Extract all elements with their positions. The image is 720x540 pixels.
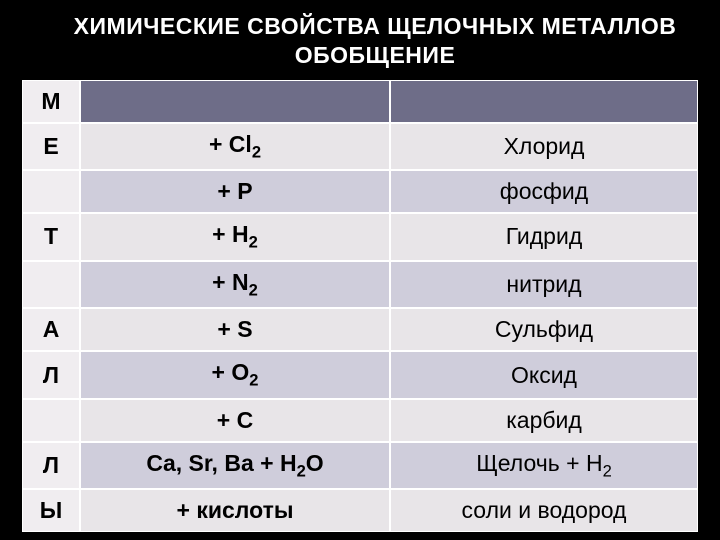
reagent-cell: + H2 [80, 213, 390, 261]
vertical-letter: М [22, 80, 80, 123]
reagent-cell: + C [80, 399, 390, 442]
vertical-letter: А [22, 308, 80, 351]
product-cell: Хлорид [390, 123, 698, 171]
chemistry-table: М Е + Cl2 Хлорид + P фосфид Т + H2 Гидри… [22, 80, 698, 533]
product-cell: фосфид [390, 170, 698, 213]
vertical-letter: Л [22, 351, 80, 399]
table-row: + N2 нитрид [22, 261, 698, 309]
vertical-letter-empty [22, 170, 80, 213]
vertical-letter-empty [22, 399, 80, 442]
title-line-2: ОБОБЩЕНИЕ [295, 42, 456, 68]
reagent-cell: + N2 [80, 261, 390, 309]
table-row: Ы + кислоты соли и водород [22, 489, 698, 532]
table-header-row: М [22, 80, 698, 123]
product-cell: Сульфид [390, 308, 698, 351]
reagent-cell: + S [80, 308, 390, 351]
product-cell: соли и водород [390, 489, 698, 532]
header-cell-product [390, 80, 698, 123]
product-cell: Гидрид [390, 213, 698, 261]
slide-container: ХИМИЧЕСКИЕ СВОЙСТВА ЩЕЛОЧНЫХ МЕТАЛЛОВ ОБ… [0, 0, 720, 540]
table-row: А + S Сульфид [22, 308, 698, 351]
product-cell: карбид [390, 399, 698, 442]
table-row: Л Ca, Sr, Ba + H2O Щелочь + Н2 [22, 442, 698, 490]
reagent-cell: Ca, Sr, Ba + H2O [80, 442, 390, 490]
table-row: + P фосфид [22, 170, 698, 213]
product-cell: Оксид [390, 351, 698, 399]
product-cell: Щелочь + Н2 [390, 442, 698, 490]
vertical-letter: Л [22, 442, 80, 490]
vertical-letter-empty [22, 261, 80, 309]
table-row: Т + H2 Гидрид [22, 213, 698, 261]
vertical-letter: Ы [22, 489, 80, 532]
title-line-1: ХИМИЧЕСКИЕ СВОЙСТВА ЩЕЛОЧНЫХ МЕТАЛЛОВ [74, 13, 677, 39]
header-cell-reagent [80, 80, 390, 123]
table-row: + C карбид [22, 399, 698, 442]
vertical-letter: Т [22, 213, 80, 261]
reagent-cell: + P [80, 170, 390, 213]
reagent-cell: + Cl2 [80, 123, 390, 171]
slide-title: ХИМИЧЕСКИЕ СВОЙСТВА ЩЕЛОЧНЫХ МЕТАЛЛОВ ОБ… [22, 12, 698, 70]
product-cell: нитрид [390, 261, 698, 309]
table-row: Л + O2 Оксид [22, 351, 698, 399]
table-row: Е + Cl2 Хлорид [22, 123, 698, 171]
vertical-letter: Е [22, 123, 80, 171]
reagent-cell: + O2 [80, 351, 390, 399]
reagent-cell: + кислоты [80, 489, 390, 532]
